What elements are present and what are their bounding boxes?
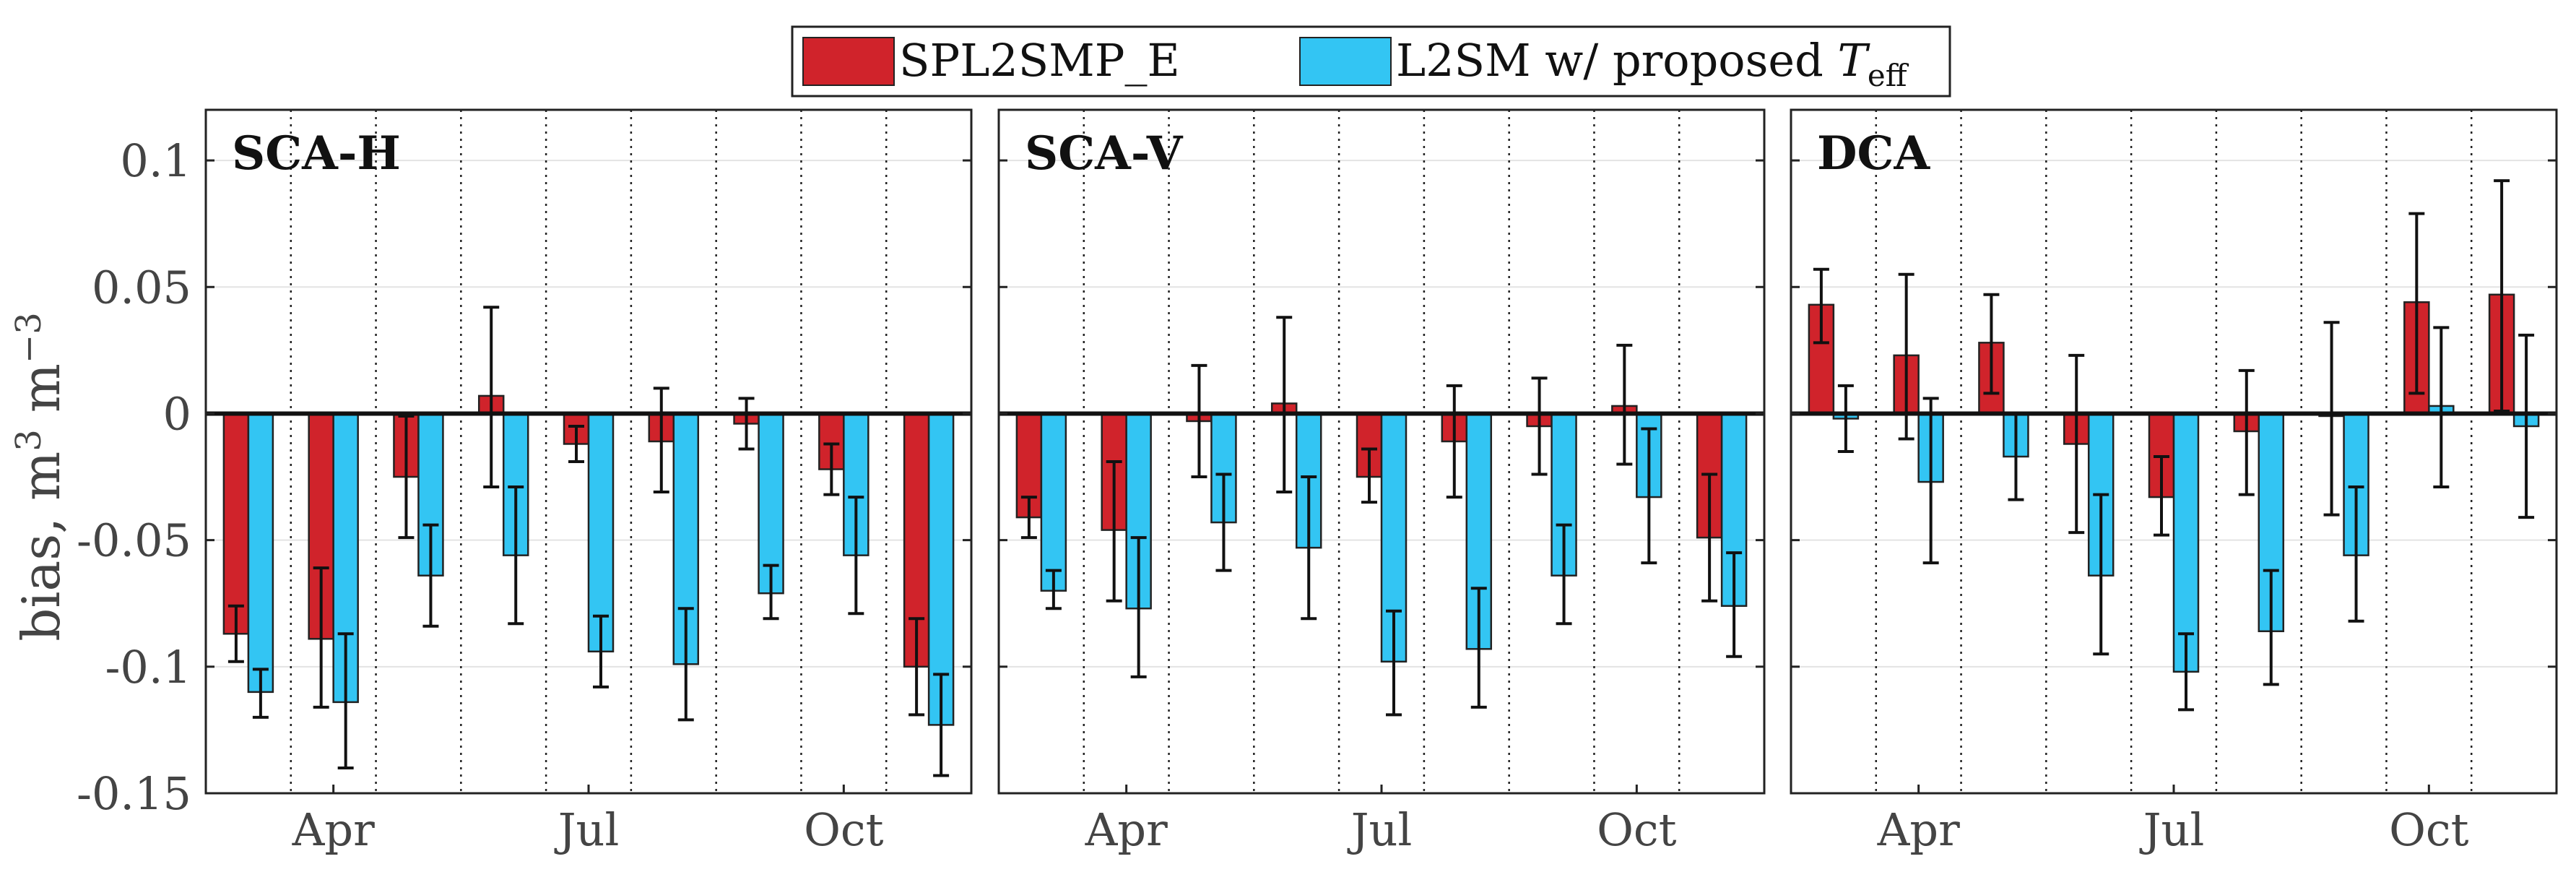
error-bar-l2sm-jun [508, 485, 524, 626]
x-tick-label-apr: Apr [1877, 803, 1960, 856]
y-axis-label-exp1: 3 [9, 429, 49, 452]
x-tick-label-oct: Oct [1597, 803, 1677, 856]
x-tick-label-oct: Oct [2389, 803, 2469, 856]
error-bar-l2sm-nov [933, 673, 950, 777]
error-bar-l2sm-nov [1726, 551, 1743, 658]
panel-title: SCA-V [1025, 126, 1184, 181]
error-bar-l2sm-apr [1130, 536, 1147, 678]
legend-label-spl2smp-e: SPL2SMP_E [899, 34, 1180, 87]
error-bar-l2sm-sep [1556, 523, 1572, 626]
x-tick-label-jul: Jul [2139, 803, 2205, 856]
x-tick-label-apr: Apr [1085, 803, 1168, 856]
y-tick-label: 0 [163, 387, 191, 440]
y-axis-label-text: bias, m [11, 452, 71, 642]
x-tick-label-apr: Apr [292, 803, 375, 856]
error-bar-l2sm-oct [1641, 427, 1657, 565]
panel-title: SCA-H [232, 126, 401, 181]
error-bar-l2sm-jul [1386, 609, 1402, 717]
y-axis-label: bias, m3 m−3 [9, 312, 71, 642]
error-bar-spl2smp-e-aug [2238, 368, 2255, 496]
bar-l2sm-mar [1040, 413, 1067, 592]
error-bar-spl2smp-e-mar [1813, 267, 1829, 345]
error-bar-spl2smp-e-oct [1616, 343, 1633, 466]
error-bar-l2sm-aug [1470, 587, 1487, 709]
error-bar-spl2smp-e-may [1191, 363, 1207, 479]
error-bar-spl2smp-e-jul [568, 424, 584, 464]
bar-spl2smp-e-mar [222, 413, 250, 635]
error-bar-spl2smp-e-jul [1361, 447, 1377, 504]
panels: 0.1 0.05 0 -0.05 -0.1 -0.15 Apr Jul Oct SCA-H Apr J… [77, 108, 2558, 856]
error-bar-l2sm-sep [763, 564, 779, 621]
panel-sca-v: Apr Jul Oct SCA-V [997, 108, 1766, 856]
y-axis-label-exp2: −3 [9, 312, 49, 363]
error-bar-spl2smp-e-mar [1020, 496, 1037, 540]
y-axis-label-unit2: m [11, 363, 71, 429]
error-bar-spl2smp-e-jul [2154, 455, 2169, 537]
error-bar-spl2smp-e-may [398, 414, 415, 540]
bar-l2sm-jul [2172, 413, 2200, 673]
error-bar-l2sm-jun [2093, 493, 2109, 656]
error-bar-l2sm-mar [252, 668, 269, 719]
error-bar-spl2smp-e-mar [227, 604, 244, 663]
error-bar-l2sm-may [422, 523, 439, 628]
error-bar-l2sm-aug [2263, 569, 2279, 686]
error-bar-l2sm-nov [2518, 333, 2535, 519]
error-bar-spl2smp-e-apr [1898, 272, 1914, 441]
legend: SPL2SMP_E L2SM w/ proposed Teff [791, 25, 1951, 98]
error-bar-spl2smp-e-jun [2068, 353, 2085, 535]
error-bar-spl2smp-e-nov [2494, 179, 2510, 413]
error-bar-spl2smp-e-aug [653, 387, 669, 494]
panel-sca-h: 0.1 0.05 0 -0.05 -0.1 -0.15 Apr Jul Oct SCA-H [77, 108, 973, 856]
error-bar-spl2smp-e-nov [1701, 472, 1718, 603]
error-bar-spl2smp-e-oct [2408, 212, 2425, 395]
error-bar-l2sm-jun [1301, 475, 1317, 621]
error-bar-spl2smp-e-jun [1276, 316, 1293, 494]
legend-swatch-l2sm [1299, 37, 1392, 86]
bar-l2sm-mar [247, 413, 274, 694]
panel-dca: Apr Jul Oct DCA [1790, 108, 2558, 856]
y-tick-label: -0.05 [77, 514, 191, 567]
error-bar-spl2smp-e-nov [908, 617, 925, 717]
error-bar-spl2smp-e-may [1983, 293, 2000, 395]
error-bar-l2sm-apr [337, 632, 354, 769]
error-bar-spl2smp-e-apr [1106, 460, 1122, 603]
error-bar-l2sm-may [1215, 472, 1232, 572]
legend-label-l2sm-main: L2SM w/ proposed [1396, 34, 1838, 87]
y-tick-label: 0.05 [92, 261, 191, 314]
error-bar-l2sm-oct [2433, 326, 2450, 489]
x-tick-label-jul: Jul [1347, 803, 1413, 856]
error-bar-l2sm-jul [593, 614, 609, 688]
legend-label-l2sm-subscript: eff [1868, 58, 1909, 93]
y-tick-label: 0.1 [120, 134, 191, 187]
error-bar-spl2smp-e-jun [483, 306, 500, 489]
x-tick-label-oct: Oct [804, 803, 884, 856]
error-bar-spl2smp-e-sep [738, 397, 755, 451]
error-bar-spl2smp-e-sep [1531, 376, 1548, 476]
error-bar-spl2smp-e-apr [313, 566, 329, 709]
error-bar-spl2smp-e-sep [2323, 321, 2340, 517]
error-bar-l2sm-sep [2348, 485, 2364, 623]
error-bar-spl2smp-e-aug [1446, 384, 1462, 499]
error-bar-l2sm-mar [1045, 569, 1062, 610]
error-bar-l2sm-oct [848, 496, 864, 616]
panel-title: DCA [1817, 126, 1930, 181]
y-tick-label: -0.1 [105, 641, 191, 694]
bar-l2sm-sep [758, 413, 784, 595]
bar-l2sm-jul [587, 413, 615, 653]
x-tick-label-jul: Jul [554, 803, 620, 856]
y-tick-label: -0.15 [77, 767, 191, 820]
error-bar-l2sm-may [2008, 412, 2024, 501]
legend-label-l2sm: L2SM w/ proposed Teff [1396, 34, 1909, 93]
error-bar-l2sm-jul [2178, 632, 2194, 712]
error-bar-l2sm-mar [1837, 384, 1854, 453]
legend-label-l2sm-symbol: T [1838, 34, 1871, 87]
error-bar-l2sm-aug [677, 607, 694, 722]
legend-swatch-spl2smp-e [802, 37, 895, 86]
error-bar-l2sm-apr [1922, 397, 1939, 565]
error-bar-spl2smp-e-oct [823, 442, 840, 496]
